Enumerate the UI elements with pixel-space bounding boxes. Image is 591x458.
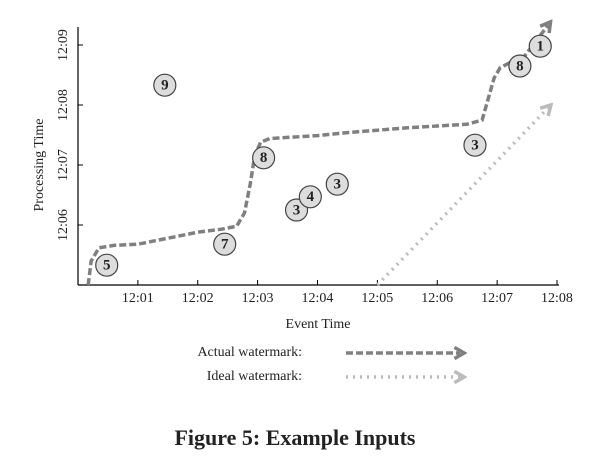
y-tick-label: 12:08: [56, 89, 71, 121]
point-label: 3: [293, 202, 301, 218]
x-tick-label: 12:04: [302, 291, 334, 306]
caption: Figure 5: Example Inputs: [174, 425, 415, 450]
legend-label: Ideal watermark:: [207, 369, 302, 384]
x-tick-label: 12:05: [361, 291, 393, 306]
event-point: 3: [463, 133, 487, 157]
event-point: 7: [213, 232, 237, 256]
x-tick-label: 12:03: [242, 291, 274, 306]
point-marker: [252, 146, 276, 170]
point-marker: [95, 253, 119, 277]
point-label: 8: [260, 150, 268, 166]
point-marker: [153, 73, 177, 97]
x-tick-label: 12:06: [421, 291, 453, 306]
event-point: 3: [325, 172, 349, 196]
y-tick-label: 12:09: [56, 29, 71, 61]
y-axis-label: Processing Time: [32, 119, 47, 212]
event-point: 5: [95, 253, 119, 277]
point-marker: [213, 232, 237, 256]
x-tick-label: 12:02: [182, 291, 214, 306]
point-label: 9: [161, 78, 169, 94]
point-label: 8: [516, 58, 524, 74]
watermark-line: [376, 108, 548, 287]
event-point: 9: [153, 73, 177, 97]
x-axis-label: Event Time: [286, 317, 351, 332]
event-point: 8: [252, 146, 276, 170]
event-point: 8: [508, 54, 532, 78]
point-label: 5: [103, 258, 111, 274]
point-marker: [325, 172, 349, 196]
event-point: 4: [298, 185, 322, 209]
x-tick-label: 12:01: [122, 291, 154, 306]
point-marker: [528, 34, 552, 58]
x-tick-label: 12:08: [541, 291, 573, 306]
point-marker: [508, 54, 532, 78]
point-label: 7: [221, 237, 229, 253]
y-tick-label: 12:07: [56, 149, 71, 181]
point-label: 4: [307, 189, 315, 205]
watermark-line: [86, 25, 548, 286]
point-marker: [298, 185, 322, 209]
legend-label: Actual watermark:: [197, 345, 302, 360]
x-tick-label: 12:07: [481, 291, 513, 306]
point-label: 3: [471, 138, 479, 154]
point-label: 1: [536, 39, 544, 55]
y-tick-label: 12:06: [56, 209, 71, 241]
point-marker: [463, 133, 487, 157]
event-point: 1: [528, 34, 552, 58]
point-label: 3: [334, 177, 342, 193]
